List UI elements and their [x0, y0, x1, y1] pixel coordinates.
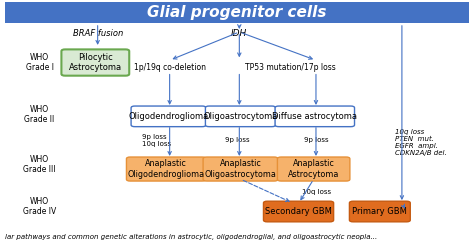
Text: Pilocytic
Astrocytoma: Pilocytic Astrocytoma — [69, 53, 122, 72]
FancyBboxPatch shape — [131, 106, 206, 127]
Text: lar pathways and common genetic alterations in astrocytic, oligodendroglial, and: lar pathways and common genetic alterati… — [5, 234, 377, 240]
FancyBboxPatch shape — [205, 106, 275, 127]
FancyBboxPatch shape — [62, 49, 129, 76]
Text: IDH: IDH — [231, 29, 247, 38]
FancyBboxPatch shape — [349, 201, 410, 222]
FancyBboxPatch shape — [264, 201, 334, 222]
Text: WHO
Grade III: WHO Grade III — [23, 155, 56, 174]
Text: Anaplastic
Astrocytoma: Anaplastic Astrocytoma — [288, 159, 339, 179]
Text: TP53 mutation/17p loss: TP53 mutation/17p loss — [245, 62, 336, 71]
Text: WHO
Grade IV: WHO Grade IV — [23, 197, 56, 216]
Text: Anaplastic
Oligodendroglioma: Anaplastic Oligodendroglioma — [128, 159, 205, 179]
FancyBboxPatch shape — [275, 106, 355, 127]
Text: WHO
Grade I: WHO Grade I — [26, 53, 54, 72]
FancyBboxPatch shape — [127, 157, 206, 181]
Text: Anaplastic
Oligoastrocytoma: Anaplastic Oligoastrocytoma — [205, 159, 276, 179]
FancyBboxPatch shape — [203, 157, 278, 181]
Text: 10q loss: 10q loss — [302, 189, 331, 195]
Text: Glial progenitor cells: Glial progenitor cells — [147, 5, 327, 20]
Text: 9p loss
10q loss: 9p loss 10q loss — [142, 134, 171, 147]
Text: 9p loss: 9p loss — [226, 137, 250, 143]
Text: Primary GBM: Primary GBM — [352, 207, 407, 216]
Text: WHO
Grade II: WHO Grade II — [25, 105, 55, 124]
Text: BRAF fusion: BRAF fusion — [73, 29, 123, 38]
Text: Oligoastrocytoma: Oligoastrocytoma — [203, 112, 278, 121]
Text: 1p/19q co-deletion: 1p/19q co-deletion — [134, 62, 206, 71]
FancyBboxPatch shape — [5, 2, 469, 23]
Text: 9p loss: 9p loss — [304, 137, 329, 143]
Text: Diffuse astrocytoma: Diffuse astrocytoma — [272, 112, 357, 121]
Text: 10q loss
PTEN  mut.
EGFR  ampl.
CDKN2A/B del.: 10q loss PTEN mut. EGFR ampl. CDKN2A/B d… — [395, 129, 447, 156]
Text: Oligodendroglioma: Oligodendroglioma — [128, 112, 209, 121]
Text: Secondary GBM: Secondary GBM — [265, 207, 332, 216]
FancyBboxPatch shape — [277, 157, 350, 181]
